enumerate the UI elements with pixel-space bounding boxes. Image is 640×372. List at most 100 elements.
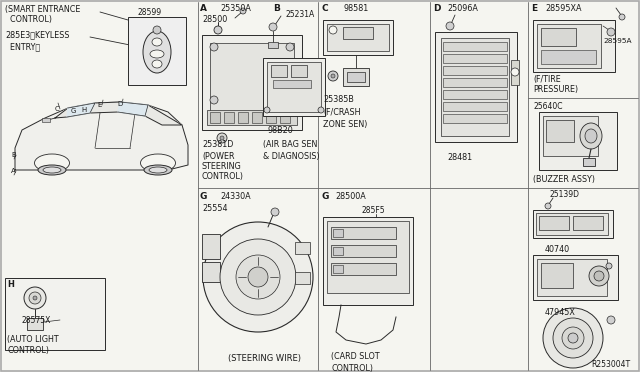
- Bar: [546, 120, 574, 142]
- Bar: [27, 318, 43, 330]
- Circle shape: [543, 308, 603, 368]
- Text: H: H: [7, 280, 14, 289]
- Text: (CARD SLOT: (CARD SLOT: [331, 352, 380, 361]
- Bar: [443, 66, 507, 75]
- Bar: [331, 263, 396, 275]
- Circle shape: [220, 136, 224, 140]
- Text: 25381D: 25381D: [202, 140, 234, 149]
- Ellipse shape: [35, 154, 70, 172]
- Bar: [224, 112, 234, 123]
- Ellipse shape: [141, 154, 175, 172]
- Text: C: C: [321, 4, 328, 13]
- Text: STEERING: STEERING: [202, 162, 242, 171]
- Polygon shape: [15, 102, 188, 170]
- Bar: [343, 68, 369, 86]
- Bar: [238, 112, 248, 123]
- Bar: [443, 90, 507, 99]
- Circle shape: [217, 133, 227, 143]
- Bar: [539, 112, 617, 170]
- Polygon shape: [118, 102, 148, 116]
- Text: ENTRY〉: ENTRY〉: [5, 42, 40, 51]
- Circle shape: [24, 287, 46, 309]
- Bar: [533, 20, 615, 72]
- Bar: [333, 229, 343, 237]
- Text: 28595XA: 28595XA: [545, 4, 582, 13]
- Circle shape: [553, 318, 593, 358]
- Text: (BUZZER ASSY): (BUZZER ASSY): [533, 175, 595, 184]
- Text: 40740: 40740: [545, 245, 570, 254]
- Text: (F/TIRE: (F/TIRE: [533, 75, 561, 84]
- Circle shape: [568, 333, 578, 343]
- Bar: [263, 58, 325, 116]
- Text: G: G: [321, 192, 328, 201]
- Bar: [541, 50, 596, 64]
- Text: 98B20: 98B20: [267, 126, 292, 135]
- Circle shape: [562, 327, 584, 349]
- Text: D: D: [433, 4, 440, 13]
- Circle shape: [240, 8, 246, 14]
- Circle shape: [545, 203, 551, 209]
- Bar: [543, 116, 598, 156]
- Circle shape: [203, 222, 313, 332]
- Polygon shape: [67, 103, 95, 117]
- Text: 28481: 28481: [447, 153, 472, 162]
- Circle shape: [331, 74, 335, 78]
- Text: 285F5: 285F5: [361, 206, 385, 215]
- Text: 25385B: 25385B: [323, 95, 354, 104]
- Bar: [267, 62, 321, 112]
- Bar: [443, 78, 507, 87]
- Text: 25139D: 25139D: [549, 190, 579, 199]
- Ellipse shape: [150, 50, 164, 58]
- Circle shape: [606, 263, 612, 269]
- Circle shape: [236, 255, 280, 299]
- Circle shape: [269, 23, 277, 31]
- Bar: [573, 216, 603, 230]
- Text: 98581: 98581: [343, 4, 368, 13]
- Text: 47945X: 47945X: [545, 308, 576, 317]
- Text: ZONE SEN): ZONE SEN): [323, 120, 367, 129]
- Text: E: E: [531, 4, 537, 13]
- Bar: [202, 262, 220, 282]
- Text: (POWER: (POWER: [202, 152, 234, 161]
- Bar: [5, 278, 105, 350]
- Bar: [266, 112, 276, 123]
- Text: 25640C: 25640C: [533, 102, 563, 111]
- Circle shape: [511, 68, 519, 76]
- Bar: [323, 217, 413, 305]
- Circle shape: [271, 208, 279, 216]
- Bar: [291, 65, 307, 77]
- Text: 25350A: 25350A: [220, 4, 251, 13]
- Text: (AUTO LIGHT: (AUTO LIGHT: [7, 335, 59, 344]
- Bar: [333, 265, 343, 273]
- Bar: [210, 43, 294, 113]
- Text: B: B: [11, 152, 16, 158]
- Bar: [347, 72, 365, 82]
- Bar: [511, 60, 519, 85]
- Circle shape: [328, 71, 338, 81]
- Bar: [541, 28, 576, 46]
- Bar: [435, 32, 517, 142]
- Bar: [443, 102, 507, 111]
- Bar: [583, 158, 595, 166]
- Text: 28595A: 28595A: [603, 38, 632, 44]
- Bar: [295, 242, 310, 254]
- Bar: [128, 17, 186, 85]
- Text: E: E: [97, 102, 101, 108]
- Text: (STEERING WIRE): (STEERING WIRE): [228, 354, 301, 363]
- Bar: [271, 65, 287, 77]
- Circle shape: [446, 22, 454, 30]
- Ellipse shape: [152, 38, 162, 46]
- Bar: [541, 263, 573, 288]
- Circle shape: [607, 28, 615, 36]
- Bar: [280, 112, 290, 123]
- Text: H: H: [81, 107, 86, 113]
- Circle shape: [220, 239, 296, 315]
- Bar: [331, 245, 396, 257]
- Text: CONTROL): CONTROL): [331, 364, 373, 372]
- Circle shape: [594, 271, 604, 281]
- Bar: [252, 112, 262, 123]
- Ellipse shape: [580, 123, 602, 149]
- Ellipse shape: [143, 31, 171, 73]
- Text: 28599: 28599: [138, 8, 162, 17]
- Bar: [327, 24, 389, 51]
